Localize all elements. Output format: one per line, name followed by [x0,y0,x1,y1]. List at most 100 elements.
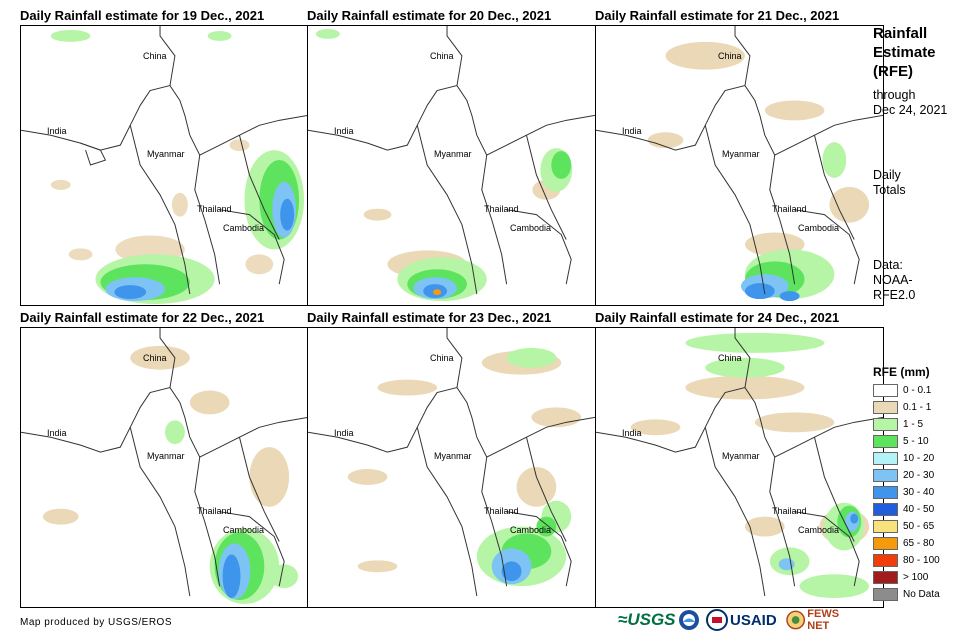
sidebar-daily: Daily Totals [873,168,906,198]
legend-swatch [873,435,898,448]
usgs-logo-text: ≈USGS [618,610,676,629]
legend-swatch [873,418,898,431]
country-label: China [430,51,454,61]
legend-label: 0 - 0.1 [903,385,932,396]
country-label: Myanmar [147,149,185,159]
through-label: through [873,88,916,102]
legend-item: 1 - 5 [873,416,965,433]
country-label: China [430,353,454,363]
rainfall-map: China India Myanmar Thailand Cambodia [307,327,596,608]
country-label: Cambodia [510,525,552,535]
country-label: Myanmar [722,149,760,159]
legend-swatch [873,554,898,567]
country-label: India [47,428,67,438]
country-label: China [143,51,167,61]
legend-swatch [873,452,898,465]
panel-title: Daily Rainfall estimate for 19 Dec., 202… [20,8,265,23]
country-label: Thailand [772,204,807,214]
country-label: India [334,126,354,136]
legend-label: 80 - 100 [903,555,940,566]
country-label: Myanmar [434,451,472,461]
country-label: Cambodia [798,525,840,535]
country-label: Thailand [484,204,519,214]
usgs-logo[interactable]: ≈USGS [618,606,678,634]
legend-item: 5 - 10 [873,433,965,450]
country-label: Cambodia [798,223,840,233]
legend-item: 50 - 65 [873,518,965,535]
fews-logo-text: FEWS NET [807,608,840,632]
map-panel: Daily Rainfall estimate for 22 Dec., 202… [20,310,309,610]
country-label: Myanmar [722,451,760,461]
country-label: India [622,126,642,136]
country-label: China [718,51,742,61]
usaid-logo[interactable]: USAID [706,606,784,634]
fews-globe-icon [786,610,806,630]
legend-item: 80 - 100 [873,552,965,569]
country-label: Cambodia [223,525,265,535]
legend-item: 0 - 0.1 [873,382,965,399]
legend-item: 10 - 20 [873,450,965,467]
legend-item: > 100 [873,569,965,586]
country-label: Thailand [197,506,232,516]
legend-label: > 100 [903,572,929,583]
legend-item: No Data [873,586,965,603]
legend-item: 40 - 50 [873,501,965,518]
data-label: Data: [873,258,903,272]
panel-title: Daily Rainfall estimate for 24 Dec., 202… [595,310,840,325]
panel-title: Daily Rainfall estimate for 22 Dec., 202… [20,310,265,325]
sidebar-through: through Dec 24, 2021 [873,88,947,118]
totals-label: Totals [873,183,906,197]
usaid-logo-text: USAID [730,611,777,629]
panel-title: Daily Rainfall estimate for 20 Dec., 202… [307,8,552,23]
legend-title: RFE (mm) [873,365,930,379]
country-label: Cambodia [223,223,265,233]
sidebar-title-line: Rainfall [873,25,928,42]
map-panel: Daily Rainfall estimate for 20 Dec., 202… [307,8,596,308]
country-label: India [334,428,354,438]
rainfall-map: China India Myanmar Thailand Cambodia [595,25,884,306]
country-label: Myanmar [434,149,472,159]
country-label: China [718,353,742,363]
data-source: NOAA- [873,273,913,287]
noaa-logo[interactable] [678,606,702,634]
rainfall-map: China India Myanmar Thailand Cambodia [307,25,596,306]
legend-swatch [873,401,898,414]
rainfall-map: China India Myanmar Thailand Cambodia [20,327,309,608]
rainfall-map: China India Myanmar Thailand Cambodia [595,327,884,608]
daily-label: Daily [873,168,901,182]
legend-item: 0.1 - 1 [873,399,965,416]
map-panel: Daily Rainfall estimate for 24 Dec., 202… [595,310,884,610]
map-panel: Daily Rainfall estimate for 21 Dec., 202… [595,8,884,308]
sidebar-title: Rainfall Estimate (RFE) [873,24,936,81]
legend-label: 50 - 65 [903,521,935,532]
map-credit: Map produced by USGS/EROS [20,617,173,628]
legend-item: 20 - 30 [873,467,965,484]
country-label: China [143,353,167,363]
legend-swatch [873,469,898,482]
sidebar-title-line: Estimate [873,44,936,61]
legend-item: 30 - 40 [873,484,965,501]
country-label: Myanmar [147,451,185,461]
legend-label: No Data [903,589,940,600]
sidebar-title-line: (RFE) [873,63,913,80]
legend: RFE (mm) 0 - 0.1 0.1 - 1 1 - 5 5 - 10 10… [873,365,965,603]
legend-swatch [873,486,898,499]
country-label: Thailand [484,506,519,516]
data-source: RFE2.0 [873,288,916,302]
noaa-emblem-icon [679,610,699,630]
map-panel: Daily Rainfall estimate for 23 Dec., 202… [307,310,596,610]
legend-label: 30 - 40 [903,487,935,498]
legend-item: 65 - 80 [873,535,965,552]
fews-net-logo[interactable]: FEWS NET [786,606,862,634]
country-label: Cambodia [510,223,552,233]
country-label: Thailand [197,204,232,214]
legend-swatch [873,503,898,516]
legend-swatch [873,537,898,550]
through-date: Dec 24, 2021 [873,103,948,117]
legend-swatch [873,571,898,584]
legend-label: 5 - 10 [903,436,929,447]
legend-label: 1 - 5 [903,419,924,430]
legend-label: 10 - 20 [903,453,935,464]
legend-label: 20 - 30 [903,470,935,481]
legend-swatch [873,384,898,397]
